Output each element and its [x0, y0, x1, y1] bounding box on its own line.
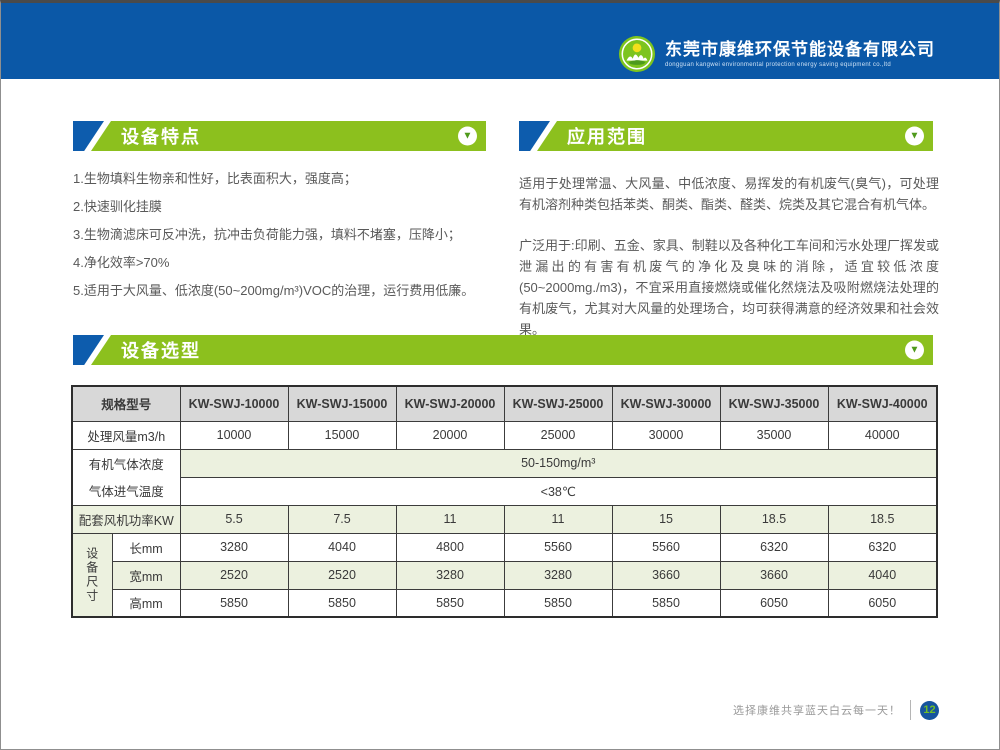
section-title-selection: 设备选型: [121, 341, 201, 361]
table-row-width: 宽mm 2520 2520 3280 3280 3660 3660 4040: [72, 560, 938, 590]
table-cell: 3660: [611, 560, 721, 590]
chevron-glyph: ▼: [462, 130, 473, 141]
table-cell: 30000: [611, 420, 721, 450]
header-band: 东莞市康维环保节能设备有限公司 dongguan kangwei environ…: [1, 3, 999, 79]
table-cell: 6320: [719, 532, 829, 562]
chevron-down-icon: ▼: [905, 126, 924, 146]
model-header: KW-SWJ-15000: [287, 385, 397, 422]
chevron-glyph: ▼: [909, 130, 920, 141]
table-row-length: 设备尺寸 长mm 3280 4040 4800 5560 5560 6320 6…: [71, 532, 938, 618]
table-cell: 35000: [719, 420, 829, 450]
table-row-fan-power: 配套风机功率KW 5.5 7.5 11 11 15 18.5 18.5: [71, 504, 938, 534]
table-row-height: 高mm 5850 5850 5850 5850 5850 6050 6050: [72, 588, 938, 618]
footer-slogan: 选择康维共享蓝天白云每一天！: [733, 705, 901, 717]
table-cell: 5850: [395, 588, 505, 618]
corner-header: 规格型号: [71, 385, 181, 422]
table-cell: 10000: [179, 420, 289, 450]
application-text: 适用于处理常温、大风量、中低浓度、易挥发的有机废气(臭气)，可处理有机溶剂种类包…: [519, 173, 939, 340]
model-header: KW-SWJ-20000: [395, 385, 505, 422]
section-bar-background: [91, 335, 933, 365]
table-cell: 6050: [827, 588, 938, 618]
table-cell: 11: [395, 504, 505, 534]
table-header-row: 规格型号 KW-SWJ-10000 KW-SWJ-15000 KW-SWJ-20…: [71, 385, 938, 422]
table-cell: 6050: [719, 588, 829, 618]
table-cell: 3280: [503, 560, 613, 590]
row-label: 高mm: [111, 588, 181, 618]
table-cell: 3660: [719, 560, 829, 590]
table-cell: 6320: [827, 532, 938, 562]
application-paragraph: 广泛用于:印刷、五金、家具、制鞋以及各种化工车间和污水处理厂挥发或泄漏出的有害有…: [519, 238, 939, 337]
model-header: KW-SWJ-35000: [719, 385, 829, 422]
table-cell: 5.5: [179, 504, 289, 534]
table-cell: 5850: [503, 588, 613, 618]
footer-divider: [910, 700, 911, 720]
table-cell: 18.5: [827, 504, 938, 534]
table-cell: 5850: [611, 588, 721, 618]
company-name-block: 东莞市康维环保节能设备有限公司 dongguan kangwei environ…: [665, 40, 935, 68]
table-row-airflow: 处理风量m3/h 10000 15000 20000 25000 30000 3…: [71, 420, 938, 450]
row-label: 处理风量m3/h: [71, 420, 181, 450]
application-paragraph: 适用于处理常温、大风量、中低浓度、易挥发的有机废气(臭气)，可处理有机溶剂种类包…: [519, 176, 939, 212]
table-cell: 15000: [287, 420, 397, 450]
table-cell: 2520: [287, 560, 397, 590]
table-cell: 5850: [287, 588, 397, 618]
table-cell: 5850: [179, 588, 289, 618]
table-cell: 3280: [179, 532, 289, 562]
feature-item: 2.快速驯化挂膜: [73, 199, 162, 214]
table-cell: 18.5: [719, 504, 829, 534]
table-cell: 20000: [395, 420, 505, 450]
model-header: KW-SWJ-10000: [179, 385, 289, 422]
feature-item: 4.净化效率>70%: [73, 255, 170, 270]
table-cell: 15: [611, 504, 721, 534]
chevron-glyph: ▼: [909, 344, 920, 355]
row-label: 有机气体浓度: [71, 448, 181, 477]
table-cell: 11: [503, 504, 613, 534]
dimension-group-label: 设备尺寸: [71, 532, 113, 618]
section-bar-background: [537, 121, 933, 151]
table-cell: 25000: [503, 420, 613, 450]
company-brand: 东莞市康维环保节能设备有限公司 dongguan kangwei environ…: [618, 35, 935, 73]
table-cell: 4800: [395, 532, 505, 562]
features-list: 1.生物填料生物亲和性好，比表面积大，强度高； 2.快速驯化挂膜 3.生物滴滤床…: [73, 170, 477, 310]
table-row-concentration: 有机气体浓度 50-150mg/m³: [71, 448, 938, 478]
table-cell: 4040: [287, 532, 397, 562]
company-name-en: dongguan kangwei environmental protectio…: [665, 62, 892, 68]
section-bar-features: 设备特点 ▼: [73, 121, 486, 151]
company-name: 东莞市康维环保节能设备有限公司: [665, 40, 935, 59]
chevron-down-icon: ▼: [458, 126, 477, 146]
feature-item: 1.生物填料生物亲和性好，比表面积大，强度高；: [73, 171, 357, 186]
section-bar-application: 应用范围 ▼: [519, 121, 933, 151]
section-title-features: 设备特点: [121, 127, 201, 147]
table-cell: 4040: [827, 560, 938, 590]
spec-table: 规格型号 KW-SWJ-10000 KW-SWJ-15000 KW-SWJ-20…: [71, 385, 939, 618]
table-cell: 5560: [503, 532, 613, 562]
table-row-inlet-temp: 气体进气温度 <38℃: [71, 476, 938, 506]
section-title-application: 应用范围: [567, 127, 647, 147]
section-bar-selection: 设备选型 ▼: [73, 335, 933, 365]
table-cell-span: <38℃: [179, 476, 938, 506]
model-header: KW-SWJ-30000: [611, 385, 721, 422]
chevron-down-icon: ▼: [905, 340, 924, 360]
row-label: 配套风机功率KW: [71, 504, 181, 534]
table-cell: 7.5: [287, 504, 397, 534]
page-number-badge: 12: [920, 700, 939, 720]
row-label: 宽mm: [111, 560, 181, 590]
footer: 选择康维共享蓝天白云每一天！ 12: [733, 700, 939, 720]
table-cell: 40000: [827, 420, 938, 450]
row-label: 长mm: [111, 532, 181, 562]
table-cell: 3280: [395, 560, 505, 590]
table-cell-span: 50-150mg/m³: [179, 448, 938, 478]
table-cell: 5560: [611, 532, 721, 562]
model-header: KW-SWJ-40000: [827, 385, 938, 422]
section-bar-background: [91, 121, 486, 151]
company-logo-icon: [618, 35, 656, 73]
row-label: 气体进气温度: [71, 476, 181, 506]
table-cell: 2520: [179, 560, 289, 590]
feature-item: 5.适用于大风量、低浓度(50~200mg/m³)VOC的治理，运行费用低廉。: [73, 283, 475, 298]
model-header: KW-SWJ-25000: [503, 385, 613, 422]
feature-item: 3.生物滴滤床可反冲洗，抗冲击负荷能力强，填料不堵塞，压降小；: [73, 227, 461, 242]
